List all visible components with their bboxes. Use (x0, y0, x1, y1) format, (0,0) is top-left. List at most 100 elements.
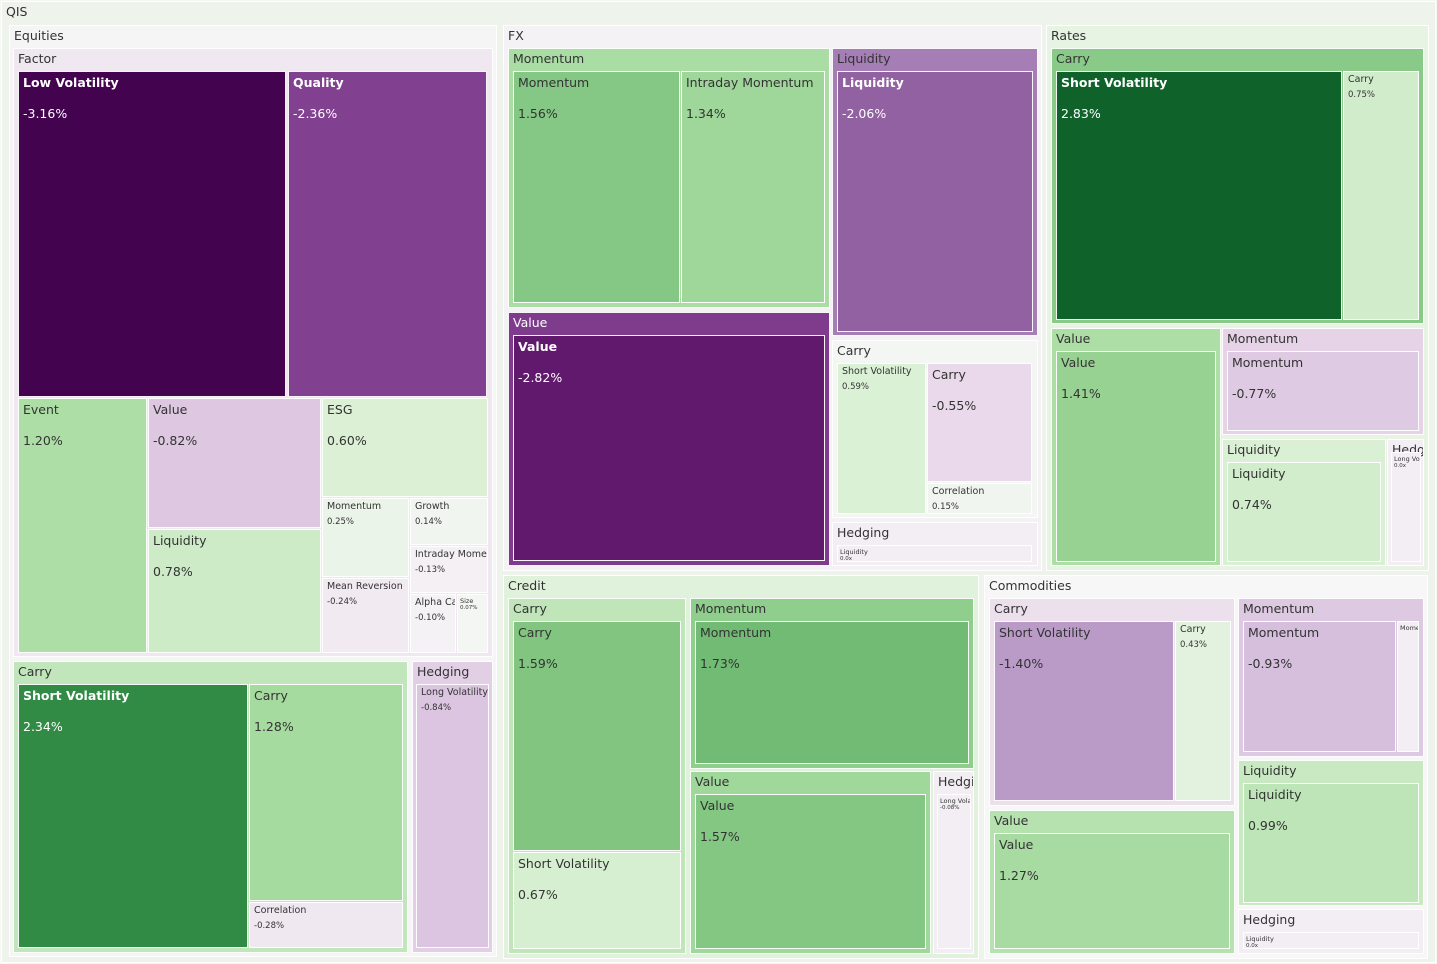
treemap-cell-value[interactable]: Value 1.41% (1056, 351, 1216, 562)
cell-value: -3.16% (23, 106, 68, 121)
cell-label: Hedging (1243, 912, 1296, 927)
cell-label: Momentum (695, 601, 767, 616)
cell-value: -0.13% (415, 565, 446, 575)
treemap-cell-liquidity[interactable]: Liquidity -2.06% (837, 71, 1033, 332)
treemap-cell-carry[interactable]: Carry 1.28% (249, 684, 403, 901)
cell-label: Value (994, 813, 1029, 828)
cell-label: Value (518, 339, 558, 354)
cell-value: 0.75% (1348, 90, 1376, 100)
cell-label: Quality (293, 75, 344, 90)
cell-value: 1.41% (1061, 386, 1101, 401)
cell-value: 1.57% (700, 829, 740, 844)
cell-value: -0.08% (940, 805, 960, 811)
cell-label: Alpha Capture (415, 597, 455, 608)
cell-label: Value (513, 315, 548, 330)
treemap-cell-quality[interactable]: Quality -2.36% (288, 71, 487, 397)
treemap-cell-short-volatility[interactable]: Short Volatility -1.40% (994, 621, 1174, 801)
cell-label: Factor (18, 51, 57, 66)
cell-value: 0.07% (460, 605, 478, 611)
treemap-cell-value[interactable]: Value 1.57% (695, 794, 926, 949)
treemap-cell-low-volatility[interactable]: Low Volatility -3.16% (18, 71, 286, 397)
treemap-cell-momentum[interactable]: Momentum 1.73% (695, 621, 969, 764)
cell-label: Momentum (327, 501, 382, 512)
treemap-cell-value[interactable]: Value -0.82% (148, 398, 321, 528)
treemap-cell-momentum[interactable]: Momentum -0.77% (1227, 351, 1419, 431)
cell-label: Carry (837, 343, 871, 358)
cell-label: Momentum (1400, 624, 1419, 632)
cell-value: -0.84% (421, 703, 452, 713)
treemap-cell-carry[interactable]: Carry 0.75% (1343, 71, 1419, 320)
treemap-cell-liquidity[interactable]: Liquidity 0.78% (148, 529, 321, 653)
treemap-cell-carry[interactable]: Carry 0.43% (1175, 621, 1231, 801)
treemap-cell-short-volatility[interactable]: Short Volatility 2.83% (1056, 71, 1342, 320)
treemap-cell-momentum[interactable]: Momentum -0.93% (1243, 621, 1396, 752)
cell-label: Short Volatility (518, 856, 610, 871)
cell-label: Long Volatility (1394, 455, 1420, 463)
cell-label: Intraday Momentum (686, 75, 814, 90)
cell-label: Rates (1051, 28, 1087, 43)
treemap-cell-short-volatility[interactable]: Short Volatility 0.67% (513, 852, 681, 949)
cell-label: Momentum (1227, 331, 1299, 346)
cell-label: Carry (254, 688, 288, 703)
cell-label: Carry (18, 664, 52, 679)
treemap-cell-value[interactable]: Value 1.27% (994, 833, 1230, 949)
cell-label: Growth (415, 501, 450, 512)
treemap-cell-esg[interactable]: ESG 0.60% (322, 398, 488, 497)
cell-label: Liquidity (1248, 787, 1302, 802)
cell-label: Carry (518, 625, 552, 640)
treemap-cell-momentum[interactable]: Momentum (1397, 621, 1419, 752)
cell-value: 1.73% (700, 656, 740, 671)
treemap-cell-correlation[interactable]: Correlation 0.15% (927, 483, 1032, 514)
cell-label: Long Volatility (940, 797, 970, 805)
treemap-cell-momentum[interactable]: Momentum 0.25% (322, 498, 409, 577)
treemap-cell-long-volatility[interactable]: Long Volatility-0.08% (937, 794, 971, 949)
cell-value: 0.0x (1394, 463, 1407, 469)
treemap-cell-mean-reversion[interactable]: Mean Reversion -0.24% (322, 578, 409, 653)
cell-value: -2.36% (293, 106, 338, 121)
cell-value: -0.24% (327, 597, 358, 607)
cell-value: -0.77% (1232, 386, 1277, 401)
treemap-cell-liquidity[interactable]: Liquidity 0.0x (1243, 932, 1419, 949)
treemap-cell-momentum[interactable]: Momentum 1.56% (513, 71, 680, 303)
cell-value: 0.0x (840, 556, 853, 562)
cell-label: ESG (327, 402, 353, 417)
treemap-cell-event[interactable]: Event 1.20% (18, 398, 147, 653)
cell-label: Liquidity (840, 548, 868, 556)
treemap-cell-short-volatility[interactable]: Short Volatility 2.34% (18, 684, 248, 948)
cell-value: 1.59% (518, 656, 558, 671)
cell-value: -2.82% (518, 370, 563, 385)
cell-value: 0.74% (1232, 497, 1272, 512)
cell-value: 1.20% (23, 433, 63, 448)
cell-value: -0.28% (254, 921, 285, 931)
cell-label: Short Volatility (999, 625, 1091, 640)
cell-value: 0.59% (842, 382, 870, 392)
cell-value: 1.27% (999, 868, 1039, 883)
cell-label: Momentum (518, 75, 590, 90)
cell-value: 1.56% (518, 106, 558, 121)
cell-value: 0.14% (415, 517, 443, 527)
cell-label: Value (1061, 355, 1096, 370)
treemap-cell-intraday-momentum[interactable]: Intraday Momentum 1.34% (681, 71, 825, 303)
cell-label: Correlation (932, 486, 985, 497)
treemap-cell-long-volatility[interactable]: Long Volatility -0.84% (416, 684, 489, 948)
treemap-cell-short-volatility[interactable]: Short Volatility 0.59% (837, 363, 926, 514)
cell-value: 0.99% (1248, 818, 1288, 833)
treemap-cell-liquidity[interactable]: Liquidity 0.99% (1243, 783, 1419, 903)
cell-value: -0.82% (153, 433, 198, 448)
treemap-cell-carry[interactable]: Carry -0.55% (927, 363, 1032, 482)
treemap-cell-intraday-momentum[interactable]: Intraday Momentum -0.13% (410, 546, 488, 593)
cell-label: Size (460, 597, 474, 605)
cell-label: Hedging (837, 525, 890, 540)
treemap-cell-alpha-capture[interactable]: Alpha Capture -0.10% (410, 594, 456, 653)
treemap-cell-correlation[interactable]: Correlation -0.28% (249, 902, 403, 948)
cell-value: 0.15% (932, 502, 960, 512)
treemap-cell-liquidity[interactable]: Liquidity 0.74% (1227, 462, 1381, 562)
treemap-cell-size[interactable]: Size 0.07% (457, 594, 488, 653)
treemap-cell-carry[interactable]: Carry 1.59% (513, 621, 681, 851)
treemap-cell-liquidity[interactable]: Liquidity 0.0x (837, 545, 1032, 562)
treemap-cell-growth[interactable]: Growth 0.14% (410, 498, 488, 545)
cell-value: 0.0x (1246, 943, 1259, 949)
treemap-cell-value[interactable]: Value -2.82% (513, 335, 825, 561)
